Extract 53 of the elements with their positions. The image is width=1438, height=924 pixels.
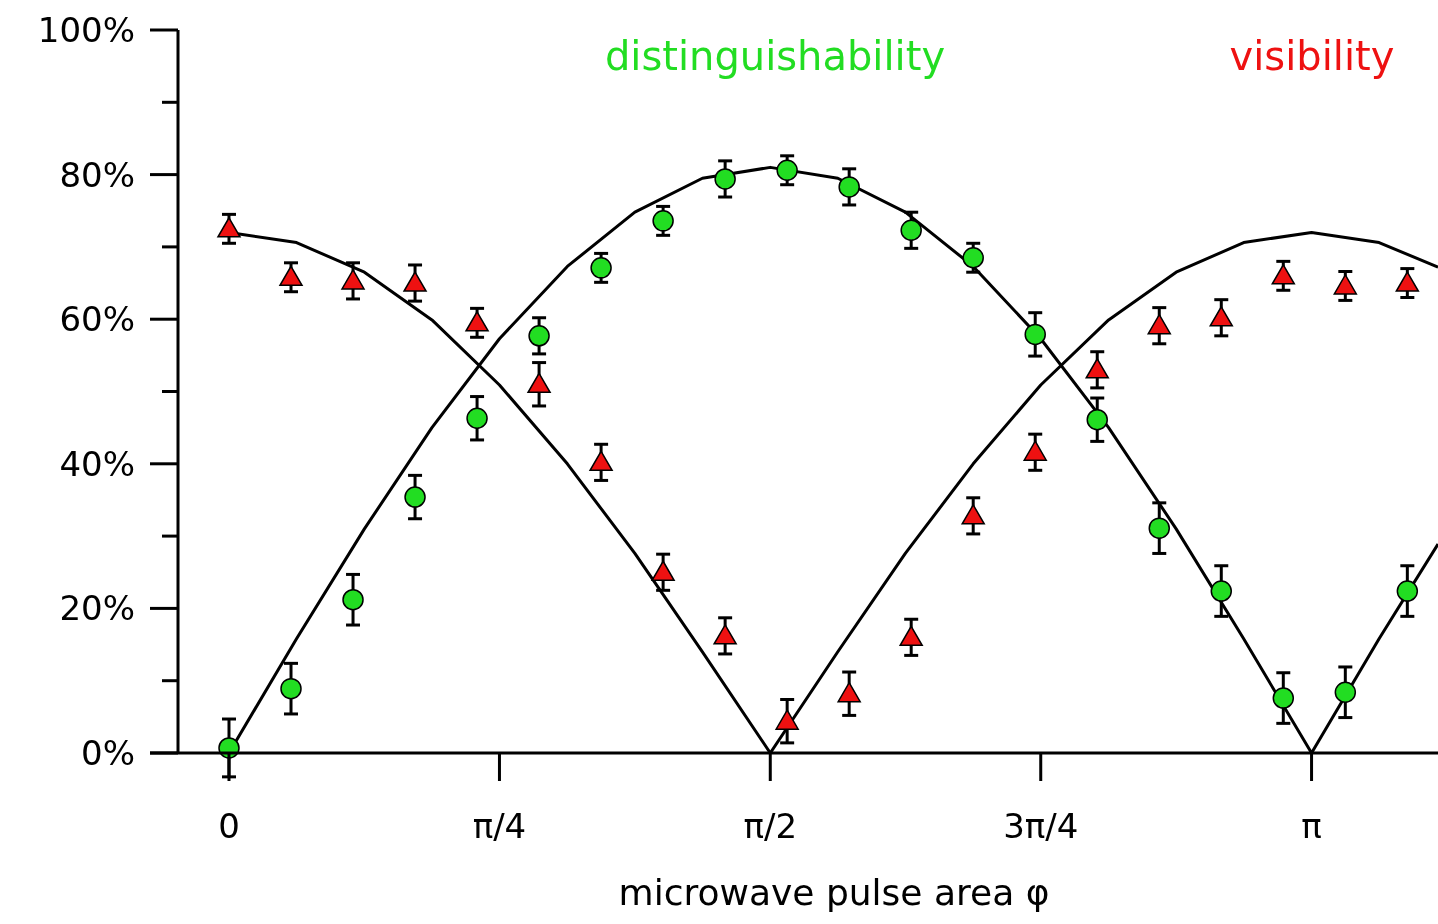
y-tick-label: 20% (59, 588, 135, 629)
x-tick-label: 3π/4 (1003, 806, 1079, 846)
point (1271, 264, 1296, 285)
point (1209, 306, 1234, 327)
point (776, 159, 798, 182)
point (404, 486, 426, 508)
point (465, 311, 489, 332)
point (652, 210, 674, 232)
point (1024, 323, 1046, 346)
y-tick-label: 60% (59, 299, 135, 340)
point (1395, 271, 1420, 292)
y-tick-label: 80% (59, 154, 135, 195)
point (1333, 274, 1358, 295)
point (837, 681, 861, 703)
text: distinguishability (604, 33, 946, 79)
point (1210, 580, 1233, 602)
x-tick-label: 0 (218, 806, 240, 846)
y-tick-label: 100% (37, 9, 135, 50)
point (590, 257, 612, 279)
x-tick-label: π/2 (743, 806, 798, 846)
point (1086, 408, 1108, 431)
point (838, 176, 860, 198)
point (1396, 580, 1419, 602)
x-tick-label: π/4 (472, 806, 527, 846)
point (1085, 358, 1109, 379)
point (1147, 313, 1172, 335)
point (527, 372, 551, 394)
text: visibility (1229, 33, 1395, 79)
point (403, 271, 427, 292)
point (342, 588, 364, 611)
point (651, 560, 675, 581)
point (1334, 681, 1357, 704)
point (1148, 517, 1171, 539)
point (1272, 687, 1295, 709)
point (528, 325, 550, 347)
y-tick-label: 40% (59, 443, 135, 484)
point (589, 450, 613, 472)
point (900, 219, 922, 242)
point (962, 247, 984, 269)
point (775, 709, 799, 730)
point (217, 217, 241, 238)
point (961, 504, 985, 525)
point (279, 265, 303, 287)
point (713, 624, 737, 645)
x-axis-title: microwave pulse area φ (618, 872, 1050, 913)
point (280, 677, 302, 700)
point (899, 625, 923, 647)
point (341, 269, 365, 290)
point (466, 407, 488, 429)
point (1023, 440, 1047, 461)
point (714, 168, 736, 190)
x-tick-label: π (1301, 806, 1322, 846)
y-tick-label: 0% (81, 732, 135, 773)
